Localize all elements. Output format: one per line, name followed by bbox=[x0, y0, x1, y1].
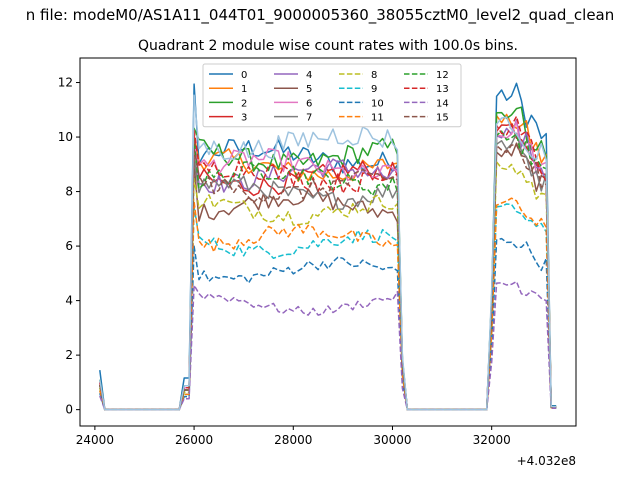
legend-label: 15 bbox=[436, 113, 449, 124]
legend-label: 3 bbox=[241, 113, 247, 124]
legend-label: 9 bbox=[371, 84, 377, 95]
series-line-extra bbox=[99, 94, 557, 411]
series-line-2 bbox=[99, 106, 557, 411]
y-tick-label: 8 bbox=[65, 185, 73, 199]
legend-label: 10 bbox=[371, 98, 384, 109]
y-tick-label: 0 bbox=[65, 403, 73, 417]
legend-label: 12 bbox=[436, 70, 449, 81]
legend-label: 11 bbox=[371, 113, 384, 124]
y-axis: 0 2 4 6 8 10 12 bbox=[58, 76, 80, 417]
legend-label: 5 bbox=[306, 84, 312, 95]
x-tick-label: 32000 bbox=[473, 433, 511, 447]
x-axis: 24000 26000 28000 30000 32000 bbox=[76, 426, 511, 447]
y-tick-label: 10 bbox=[58, 130, 73, 144]
x-tick-label: 26000 bbox=[175, 433, 213, 447]
chart-title: Quadrant 2 module wise count rates with … bbox=[138, 38, 518, 54]
plot-frame bbox=[79, 57, 577, 427]
y-tick-label: 2 bbox=[65, 348, 73, 362]
legend-label: 7 bbox=[306, 113, 312, 124]
x-tick-label: 24000 bbox=[76, 433, 114, 447]
legend-label: 0 bbox=[241, 70, 247, 81]
y-tick-label: 6 bbox=[65, 239, 73, 253]
legend-label: 13 bbox=[436, 84, 449, 95]
x-offset-label: +4.032e8 bbox=[517, 454, 576, 468]
series-line-4 bbox=[99, 119, 557, 411]
series-line-0 bbox=[99, 82, 557, 411]
y-tick-label: 4 bbox=[65, 294, 73, 308]
series-line-8 bbox=[99, 161, 557, 411]
x-tick-label: 30000 bbox=[373, 433, 411, 447]
y-tick-label: 12 bbox=[58, 76, 73, 90]
legend-label: 4 bbox=[306, 70, 312, 81]
x-tick-label: 28000 bbox=[274, 433, 312, 447]
legend-label: 14 bbox=[436, 98, 449, 109]
legend-label: 8 bbox=[371, 70, 377, 81]
legend-label: 6 bbox=[306, 98, 312, 109]
legend-label: 2 bbox=[241, 98, 247, 109]
legend-box bbox=[202, 63, 462, 128]
series-lines bbox=[99, 82, 557, 411]
legend-label: 1 bbox=[241, 84, 247, 95]
figure-suptitle: n file: modeM0/AS1A11_044T01_9000005360_… bbox=[26, 6, 615, 25]
